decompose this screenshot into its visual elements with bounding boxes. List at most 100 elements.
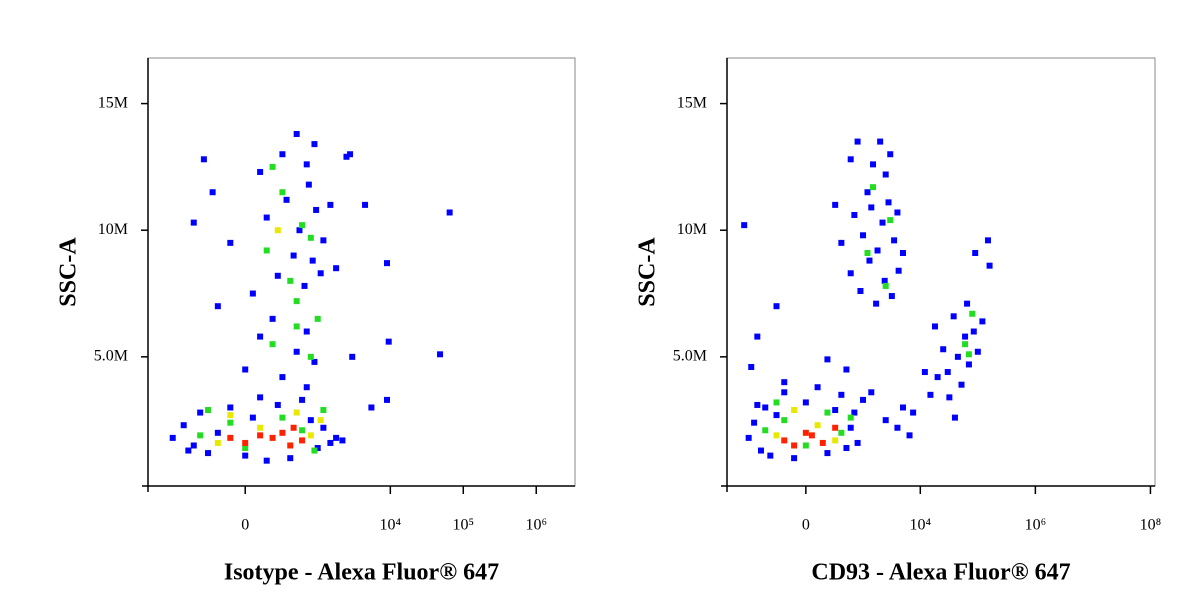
event-dot xyxy=(307,417,314,424)
event-dot xyxy=(283,196,290,203)
event-dot xyxy=(832,201,839,208)
event-dot xyxy=(910,409,917,416)
event-dot xyxy=(802,429,809,436)
event-dot xyxy=(895,267,902,274)
event-dot xyxy=(214,429,221,436)
event-dot xyxy=(762,404,769,411)
event-dot xyxy=(868,389,875,396)
event-dot xyxy=(305,181,312,188)
event-dot xyxy=(257,168,264,175)
y-tick-label: 10M xyxy=(677,221,707,238)
event-dot xyxy=(205,450,212,457)
event-dot xyxy=(242,439,249,446)
y-axis-label: SSC-A xyxy=(56,237,82,307)
event-dot xyxy=(970,328,977,335)
x-tick-label: 10⁶ xyxy=(1025,517,1047,534)
event-dot xyxy=(847,414,854,421)
plot-frame xyxy=(147,57,576,487)
event-dot xyxy=(964,300,971,307)
event-dot xyxy=(290,424,297,431)
event-dot xyxy=(205,407,212,414)
x-tick-label: 0 xyxy=(241,517,249,534)
event-dot xyxy=(242,366,249,373)
event-dot xyxy=(773,399,780,406)
event-dot xyxy=(307,432,314,439)
event-dot xyxy=(962,341,969,348)
event-dot xyxy=(320,407,327,414)
event-dot xyxy=(972,250,979,257)
event-dot xyxy=(944,369,951,376)
event-dot xyxy=(279,151,286,158)
event-dot xyxy=(314,315,321,322)
event-dot xyxy=(906,432,913,439)
event-dot xyxy=(309,257,316,264)
event-dot xyxy=(227,239,234,246)
event-dot xyxy=(169,434,176,441)
event-dot xyxy=(197,409,204,416)
event-dot xyxy=(808,432,815,439)
event-dot xyxy=(293,323,300,330)
event-dot xyxy=(296,227,303,234)
y-tick-label: 10M xyxy=(98,221,128,238)
event-dot xyxy=(864,189,871,196)
event-dot xyxy=(927,391,934,398)
event-dot xyxy=(741,222,748,229)
event-dot xyxy=(868,204,875,211)
event-dot xyxy=(333,265,340,272)
event-dot xyxy=(950,313,957,320)
x-tick-label: 10⁶ xyxy=(525,517,547,534)
event-dot xyxy=(946,394,953,401)
event-dot xyxy=(847,424,854,431)
y-axis-label: SSC-A xyxy=(635,237,661,307)
event-dot xyxy=(257,432,264,439)
event-dot xyxy=(864,250,871,257)
event-dot xyxy=(882,417,889,424)
event-dot xyxy=(269,434,276,441)
event-dot xyxy=(303,328,310,335)
event-dot xyxy=(873,300,880,307)
event-dot xyxy=(293,130,300,137)
event-dot xyxy=(293,298,300,305)
event-dot xyxy=(317,417,324,424)
event-dot xyxy=(320,237,327,244)
event-dot xyxy=(303,161,310,168)
event-dot xyxy=(748,363,755,370)
event-dot xyxy=(773,303,780,310)
event-dot xyxy=(838,239,845,246)
event-dot xyxy=(303,384,310,391)
event-dot xyxy=(257,394,264,401)
event-dot xyxy=(870,161,877,168)
event-dot xyxy=(301,282,308,289)
event-dot xyxy=(802,442,809,449)
event-dot xyxy=(263,457,270,464)
event-dot xyxy=(958,381,965,388)
event-dot xyxy=(838,391,845,398)
event-dot xyxy=(979,318,986,325)
event-dot xyxy=(299,437,306,444)
event-dot xyxy=(781,389,788,396)
event-dot xyxy=(307,353,314,360)
event-dot xyxy=(249,414,256,421)
event-dot xyxy=(899,250,906,257)
event-dot xyxy=(832,437,839,444)
event-dot xyxy=(227,412,234,419)
x-axis-label: Isotype - Alexa Fluor® 647 xyxy=(224,560,499,586)
event-dot xyxy=(279,414,286,421)
event-dot xyxy=(745,434,752,441)
event-dot xyxy=(887,217,894,224)
event-dot xyxy=(269,315,276,322)
event-dot xyxy=(311,141,318,148)
event-dot xyxy=(791,407,798,414)
event-dot xyxy=(847,270,854,277)
event-dot xyxy=(965,361,972,368)
event-dot xyxy=(269,163,276,170)
event-dot xyxy=(962,333,969,340)
event-dot xyxy=(832,424,839,431)
event-dot xyxy=(287,442,294,449)
x-tick-label: 0 xyxy=(802,517,810,534)
x-tick-label: 10⁴ xyxy=(380,517,402,534)
event-dot xyxy=(242,445,249,452)
x-tick-label: 10⁵ xyxy=(452,517,474,534)
event-dot xyxy=(854,439,861,446)
event-dot xyxy=(781,417,788,424)
